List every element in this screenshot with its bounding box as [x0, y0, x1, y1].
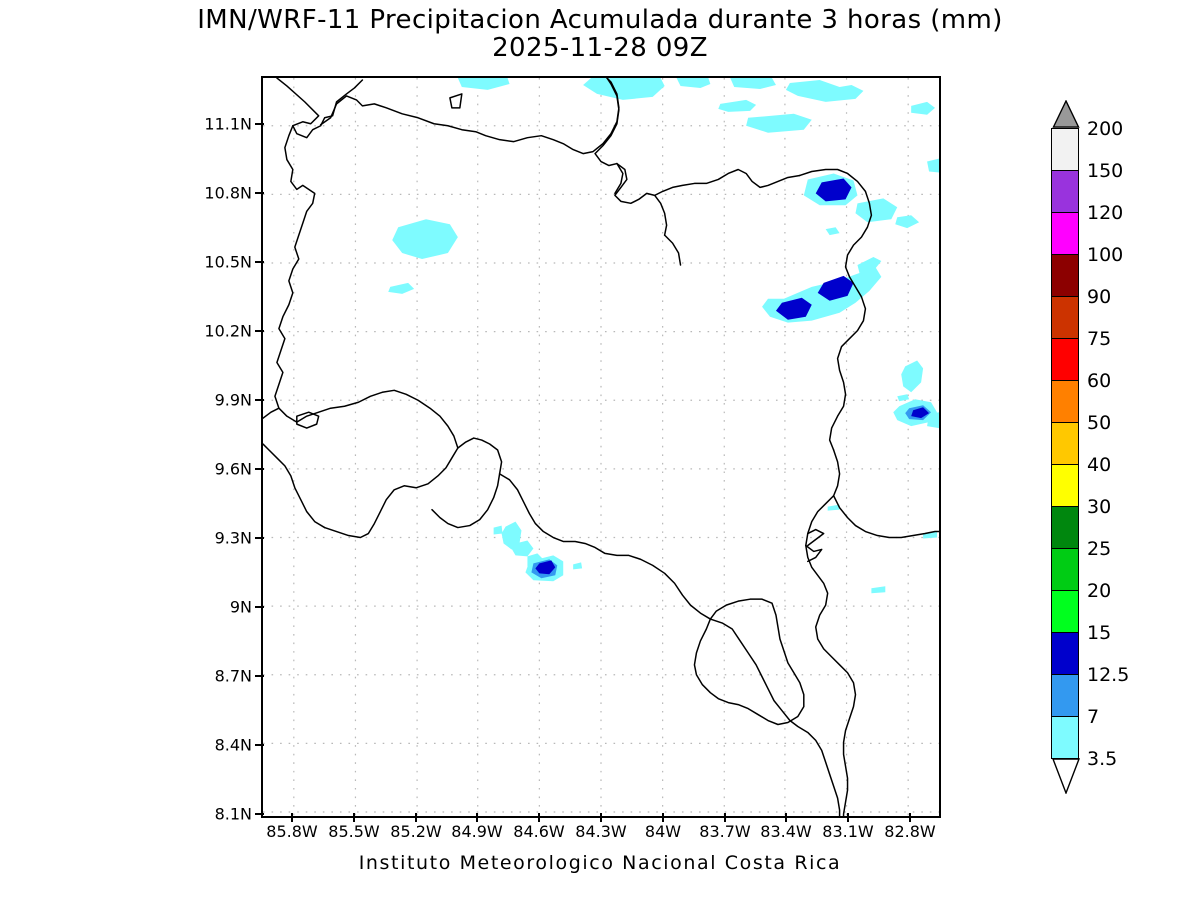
- ytick-label: 8.7N: [214, 666, 252, 686]
- xtick-label: 85.8W: [266, 822, 318, 841]
- ytick-mark: [255, 123, 264, 125]
- colorbar-label: 15: [1087, 622, 1112, 644]
- gridlines: [263, 78, 939, 816]
- xtick-label: 84.3W: [575, 822, 627, 841]
- xtick-label: 84W: [644, 822, 682, 841]
- map-plot-area[interactable]: [261, 76, 941, 818]
- precipitation-field: [388, 78, 939, 594]
- chart-title-line2: 2025-11-28 09Z: [492, 33, 708, 63]
- xtick-mark: [476, 813, 478, 822]
- colorbar-band[interactable]: [1051, 170, 1079, 213]
- xtick-mark: [353, 813, 355, 822]
- xtick-mark: [785, 813, 787, 822]
- xtick-mark: [662, 813, 664, 822]
- colorbar[interactable]: 200 150 120 100 90 75 60 50 40 30 25 20 …: [1051, 100, 1129, 794]
- xtick-mark: [415, 813, 417, 822]
- ytick-label: 9.9N: [214, 390, 252, 410]
- xtick-label: 84.9W: [451, 822, 503, 841]
- ytick-mark: [255, 330, 264, 332]
- figure-caption: Instituto Meteorologico Nacional Costa R…: [358, 852, 842, 874]
- ytick-mark: [255, 261, 264, 263]
- colorbar-label: 90: [1087, 286, 1112, 308]
- xtick-mark: [600, 813, 602, 822]
- ytick-label: 10.5N: [204, 252, 252, 272]
- colorbar-label: 40: [1087, 454, 1112, 476]
- colorbar-band[interactable]: [1051, 128, 1079, 171]
- chart-title: IMN/WRF-11 Precipitacion Acumulada duran…: [0, 6, 1200, 62]
- ytick-mark: [255, 399, 264, 401]
- colorbar-band[interactable]: [1051, 548, 1079, 591]
- ytick-label: 10.2N: [204, 321, 252, 341]
- colorbar-band[interactable]: [1051, 506, 1079, 549]
- xtick-label: 83.4W: [760, 822, 812, 841]
- colorbar-band[interactable]: [1051, 464, 1079, 507]
- colorbar-band[interactable]: [1051, 422, 1079, 465]
- ytick-label: 8.1N: [214, 804, 252, 824]
- ytick-label: 11.1N: [204, 114, 252, 134]
- ytick-label: 10.8N: [204, 183, 252, 203]
- xtick-label: 84.6W: [513, 822, 565, 841]
- colorbar-label: 50: [1087, 412, 1112, 434]
- ytick-mark: [255, 606, 264, 608]
- ytick-mark: [255, 813, 264, 815]
- xtick-label: 85.2W: [390, 822, 442, 841]
- colorbar-band[interactable]: [1051, 380, 1079, 423]
- colorbar-label: 200: [1087, 118, 1124, 140]
- xtick-mark: [538, 813, 540, 822]
- ytick-label: 9.6N: [214, 459, 252, 479]
- colorbar-label: 75: [1087, 328, 1112, 350]
- ytick-mark: [255, 744, 264, 746]
- colorbar-band[interactable]: [1051, 338, 1079, 381]
- ytick-label: 9N: [229, 597, 252, 617]
- colorbar-band[interactable]: [1051, 674, 1079, 717]
- ytick-label: 8.4N: [214, 735, 252, 755]
- colorbar-band[interactable]: [1051, 716, 1079, 759]
- colorbar-band[interactable]: [1051, 632, 1079, 675]
- ytick-mark: [255, 537, 264, 539]
- colorbar-label: 7: [1087, 706, 1100, 728]
- colorbar-label: 60: [1087, 370, 1112, 392]
- xtick-mark: [291, 813, 293, 822]
- chart-title-line1: IMN/WRF-11 Precipitacion Acumulada duran…: [197, 5, 1003, 35]
- xtick-label: 83.1W: [822, 822, 874, 841]
- colorbar-label: 120: [1087, 202, 1124, 224]
- ytick-label: 9.3N: [214, 528, 252, 548]
- xtick-mark: [847, 813, 849, 822]
- ytick-mark: [255, 192, 264, 194]
- xtick-mark: [909, 813, 911, 822]
- map-canvas: [263, 78, 939, 816]
- xtick-mark: [724, 813, 726, 822]
- xtick-label: 83.7W: [699, 822, 751, 841]
- colorbar-over-arrow: [1052, 100, 1080, 128]
- colorbar-label: 100: [1087, 244, 1124, 266]
- xtick-label: 82.8W: [884, 822, 936, 841]
- colorbar-label: 20: [1087, 580, 1112, 602]
- xtick-label: 85.5W: [328, 822, 380, 841]
- colorbar-label: 3.5: [1087, 748, 1118, 770]
- colorbar-under-arrow: [1051, 758, 1081, 794]
- colorbar-band[interactable]: [1051, 254, 1079, 297]
- colorbar-band[interactable]: [1051, 590, 1079, 633]
- coastline-layer: [263, 78, 939, 816]
- colorbar-label: 12.5: [1087, 664, 1130, 686]
- ytick-mark: [255, 675, 264, 677]
- colorbar-band[interactable]: [1051, 296, 1079, 339]
- ytick-mark: [255, 468, 264, 470]
- colorbar-label: 150: [1087, 160, 1124, 182]
- colorbar-label: 30: [1087, 496, 1112, 518]
- colorbar-band[interactable]: [1051, 212, 1079, 255]
- colorbar-label: 25: [1087, 538, 1112, 560]
